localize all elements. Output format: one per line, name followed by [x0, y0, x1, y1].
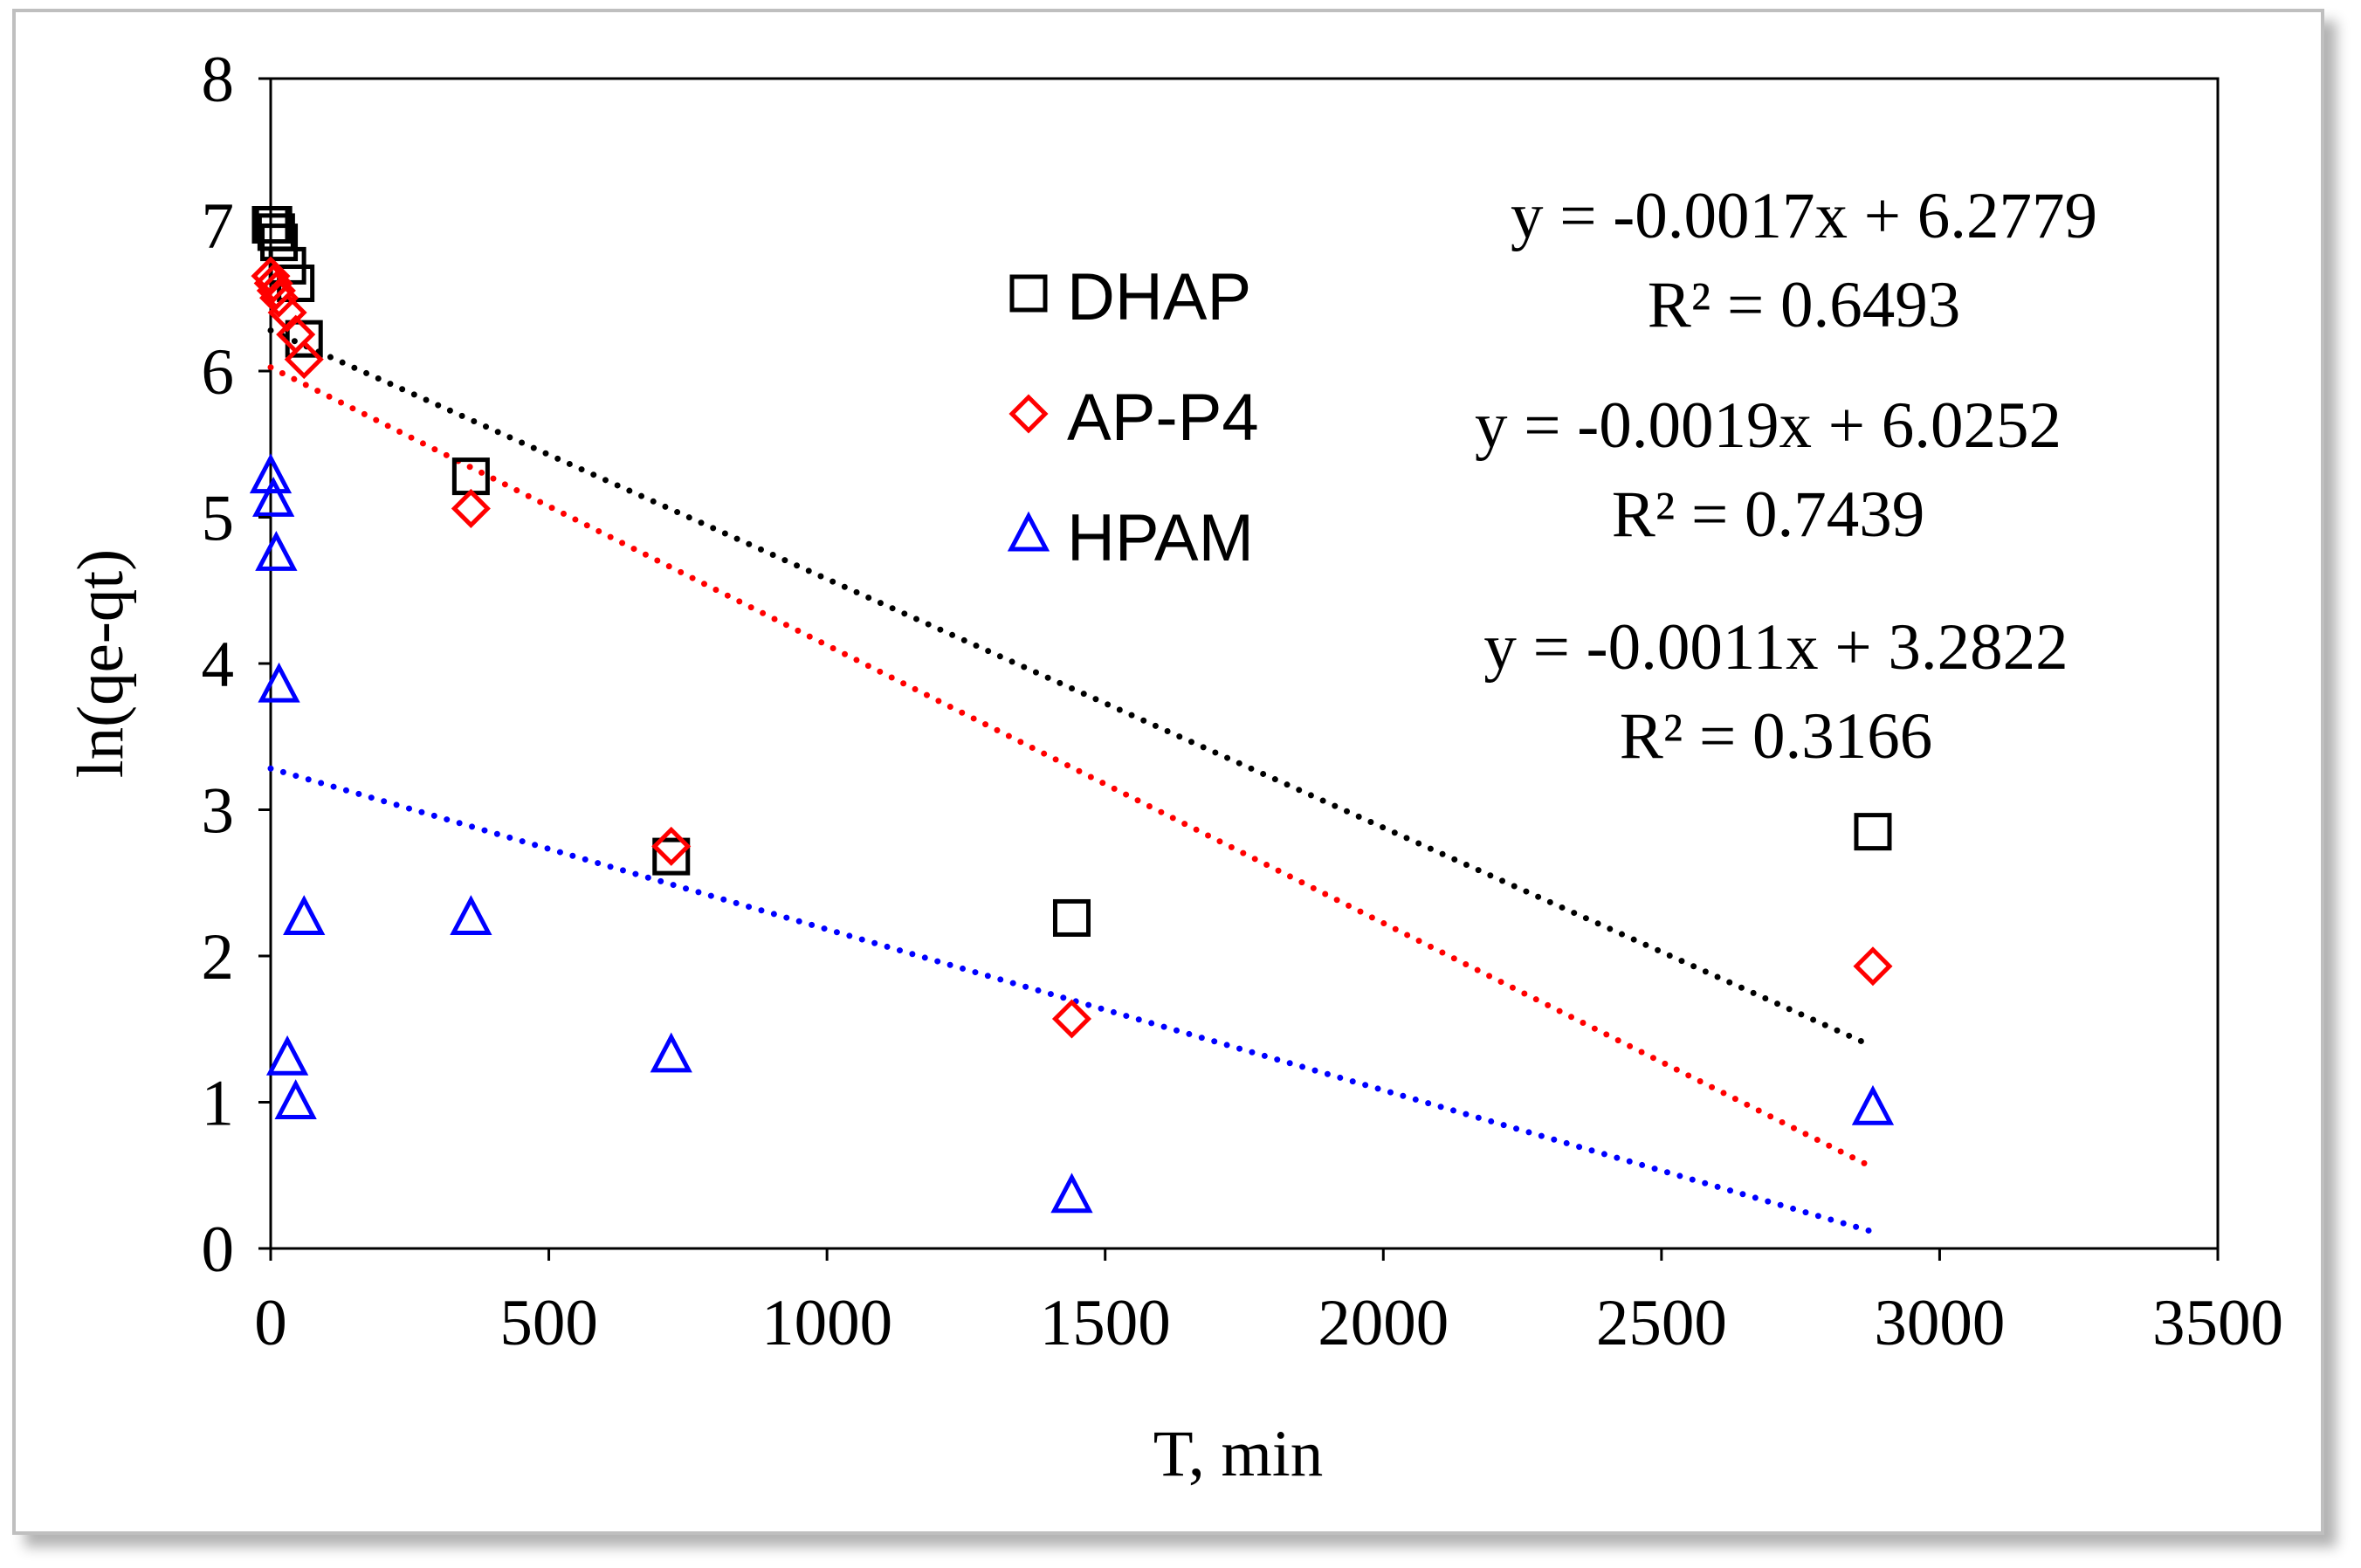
dhap-point: [1854, 813, 1892, 851]
plot-area: [269, 77, 2220, 1250]
hpam-point: [1851, 1084, 1895, 1125]
ap-p4-point: [259, 278, 299, 318]
y-tick-label: 0: [202, 1214, 235, 1286]
y-tick-label: 2: [202, 921, 235, 994]
hpam-point: [450, 895, 492, 935]
trendline-r2-ap-p4: R² = 0.7439: [1612, 478, 1925, 551]
y-tick-label: 4: [202, 629, 235, 701]
y-tick-label: 3: [202, 775, 235, 848]
x-tick-label: 2500: [1596, 1287, 1727, 1359]
trendline-equation-hpam: y = -0.0011x + 3.2822: [1483, 611, 2068, 684]
hpam-point: [274, 1079, 317, 1119]
ap-p4-point: [1051, 999, 1092, 1039]
hpam-point: [255, 531, 298, 571]
ap-p4-point: [651, 826, 692, 866]
legend: DHAP AP-P4 HPAM: [1007, 260, 1259, 575]
ap-p4-point: [451, 488, 491, 528]
trendline-ap-p4: [267, 364, 1876, 1171]
x-axis-title: T, min: [1153, 1418, 1323, 1490]
hpam-point: [650, 1032, 692, 1073]
x-tick-label: 3500: [2152, 1287, 2283, 1359]
trendline-r2-dhap: R² = 0.6493: [1648, 269, 1961, 341]
dhap-point: [652, 837, 691, 876]
trendline-equation-ap-p4: y = -0.0019x + 6.0252: [1475, 389, 2062, 462]
hpam-point: [258, 662, 300, 703]
trendline-equations: y = -0.0017x + 6.2779 R² = 0.6493 y = -0.0…: [1475, 180, 2097, 773]
hpam-point: [1050, 1173, 1093, 1214]
y-tick-label: 5: [202, 483, 235, 555]
x-tick-label: 3000: [1874, 1287, 2005, 1359]
x-tick-label: 2000: [1318, 1287, 1449, 1359]
ap-p4-point: [253, 263, 293, 304]
x-tick-label: 1000: [761, 1287, 892, 1359]
hpam-point: [252, 477, 295, 517]
trendlines: [267, 327, 1876, 1235]
trendline-dhap: [267, 327, 1876, 1050]
legend-marker-dhap: [1009, 274, 1048, 313]
dhap-point: [285, 320, 323, 358]
y-tick-label: 8: [202, 44, 235, 116]
trendline-equation-dhap: y = -0.0017x + 6.2779: [1511, 180, 2097, 252]
legend-label-dhap: DHAP: [1067, 260, 1251, 334]
legend-label-ap-p4: AP-P4: [1067, 381, 1259, 455]
hpam-point: [265, 1035, 309, 1076]
legend-marker-hpam: [1007, 511, 1050, 552]
legend-label-hpam: HPAM: [1067, 501, 1254, 575]
x-axis-ticks: 0 500 1000 1500 2000 2500 3000 3500: [254, 1248, 2283, 1359]
y-tick-label: 6: [202, 336, 235, 409]
y-axis-title: ln(qe-qt): [65, 549, 137, 778]
plot-border: [269, 77, 2220, 1250]
hpam-point: [283, 895, 326, 935]
trendline-hpam: [267, 765, 1876, 1235]
x-tick-label: 1500: [1040, 1287, 1171, 1359]
x-tick-label: 0: [254, 1287, 287, 1359]
dhap-point: [260, 224, 299, 262]
dhap-point: [1052, 898, 1091, 937]
trendline-r2-hpam: R² = 0.3166: [1620, 700, 1933, 773]
y-tick-label: 1: [202, 1068, 235, 1140]
x-tick-label: 500: [499, 1287, 598, 1359]
y-axis-ticks: 0 1 2 3 4 5 6 7 8: [202, 44, 271, 1286]
ap-p4-point: [284, 340, 324, 380]
y-tick-label: 7: [202, 190, 235, 263]
ap-p4-point: [1853, 946, 1893, 987]
data-markers: [249, 206, 1895, 1214]
legend-marker-ap-p4: [1008, 394, 1049, 434]
